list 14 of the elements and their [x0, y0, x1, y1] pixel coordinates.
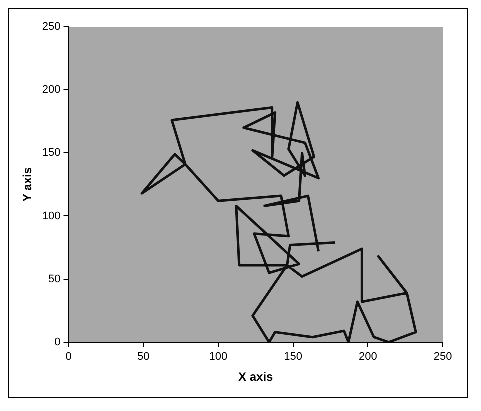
y-tick-label: 100	[42, 210, 61, 222]
y-tick-label: 50	[48, 273, 61, 286]
y-tick-label: 250	[42, 21, 61, 34]
y-tick-label: 200	[42, 84, 61, 96]
x-tick-label: 250	[434, 351, 452, 364]
x-tick-label: 0	[66, 351, 72, 364]
x-tick-label: 100	[209, 351, 228, 364]
x-tick-label: 150	[284, 351, 302, 364]
y-tick-label: 150	[42, 147, 61, 160]
x-tick-label: 50	[137, 351, 150, 364]
x-axis-title: X axis	[238, 370, 274, 384]
x-tick-label: 200	[358, 351, 378, 364]
y-axis-title: Y axis	[20, 167, 35, 202]
y-tick-label: 0	[54, 336, 61, 348]
